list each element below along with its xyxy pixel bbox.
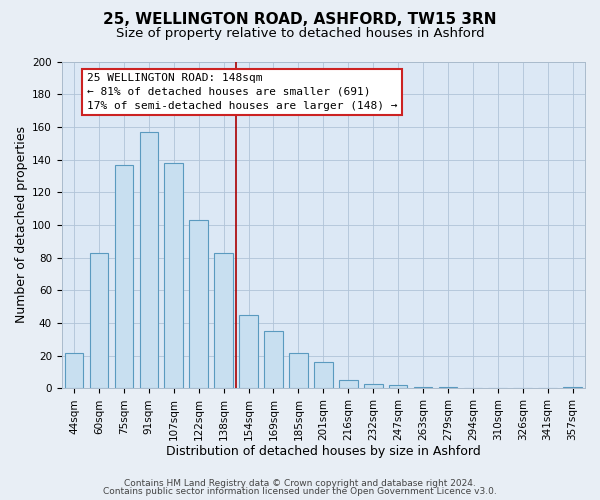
Bar [164, 163, 183, 388]
Bar [65, 352, 83, 388]
Text: Size of property relative to detached houses in Ashford: Size of property relative to detached ho… [116, 28, 484, 40]
Bar [364, 384, 383, 388]
Text: 25, WELLINGTON ROAD, ASHFORD, TW15 3RN: 25, WELLINGTON ROAD, ASHFORD, TW15 3RN [103, 12, 497, 28]
Bar [214, 253, 233, 388]
Bar [89, 253, 109, 388]
Bar [413, 387, 433, 388]
Bar [115, 164, 133, 388]
Bar [439, 387, 457, 388]
Text: Contains HM Land Registry data © Crown copyright and database right 2024.: Contains HM Land Registry data © Crown c… [124, 479, 476, 488]
Bar [289, 352, 308, 388]
Bar [563, 387, 582, 388]
Text: Contains public sector information licensed under the Open Government Licence v3: Contains public sector information licen… [103, 487, 497, 496]
Bar [239, 315, 258, 388]
Bar [339, 380, 358, 388]
Bar [140, 132, 158, 388]
Bar [264, 332, 283, 388]
Y-axis label: Number of detached properties: Number of detached properties [15, 126, 28, 324]
Bar [190, 220, 208, 388]
Bar [314, 362, 332, 388]
X-axis label: Distribution of detached houses by size in Ashford: Distribution of detached houses by size … [166, 444, 481, 458]
Bar [389, 385, 407, 388]
Text: 25 WELLINGTON ROAD: 148sqm
← 81% of detached houses are smaller (691)
17% of sem: 25 WELLINGTON ROAD: 148sqm ← 81% of deta… [86, 73, 397, 111]
